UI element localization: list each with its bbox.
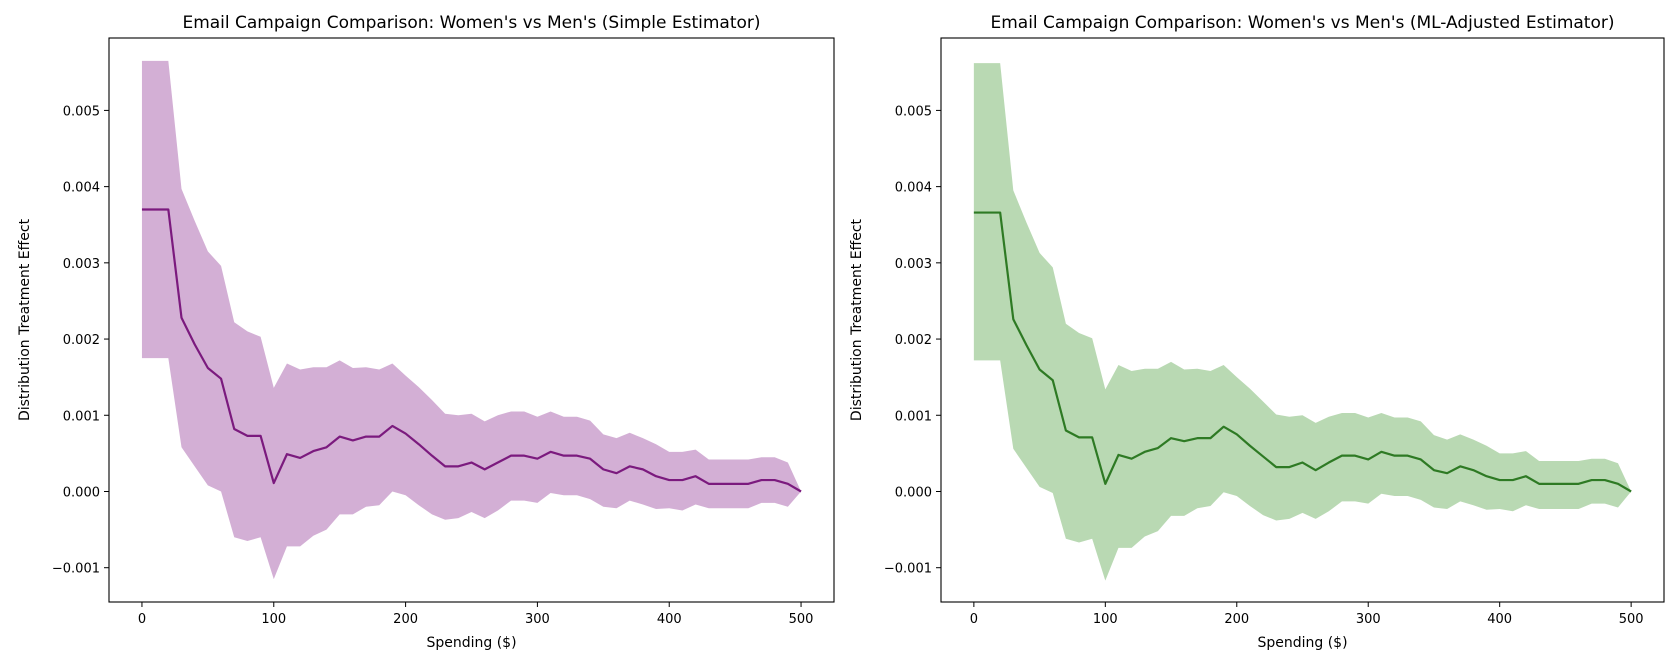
x-tick-label: 100 (1093, 612, 1118, 627)
plot-frame (108, 37, 835, 603)
y-tick-label: 0.005 (895, 104, 932, 119)
y-tick-label: −0.001 (52, 562, 100, 577)
x-axis-label: Spending ($) (1257, 635, 1347, 651)
x-tick-label: 500 (789, 612, 814, 627)
x-tick-label: 100 (261, 612, 286, 627)
chart-title: Email Campaign Comparison: Women's vs Me… (990, 13, 1614, 33)
chart-title: Email Campaign Comparison: Women's vs Me… (182, 13, 760, 33)
treatment-effect-line (141, 208, 802, 493)
x-tick-label: 400 (1487, 612, 1512, 627)
x-tick-label: 0 (138, 612, 146, 627)
panel-ml-adjusted-estimator: 0 100 200 300 400 500 −0.001 0.000 0.001 0.002 0.0… (849, 13, 1665, 651)
x-axis-label: Spending ($) (426, 635, 516, 651)
panel-simple-estimator: 0 100 200 300 400 500 −0.001 0.000 0.001 0.002 0.0… (17, 13, 835, 651)
y-tick-label: 0.003 (63, 257, 100, 272)
y-tick-label: 0.002 (895, 333, 932, 348)
y-tick-label: 0.004 (895, 181, 932, 196)
y-axis-label: Distribution Treatment Effect (17, 218, 33, 421)
y-tick-label: 0.000 (895, 485, 932, 500)
y-tick-label: 0.004 (63, 181, 100, 196)
y-tick-label: 0.001 (895, 409, 932, 424)
x-tick-label: 200 (393, 612, 418, 627)
y-tick-label: 0.000 (63, 485, 100, 500)
y-axis-label: Distribution Treatment Effect (849, 218, 865, 421)
x-tick-label: 300 (1356, 612, 1381, 627)
y-tick-label: 0.001 (63, 409, 100, 424)
plot-frame (940, 37, 1665, 603)
x-tick-label: 200 (1224, 612, 1249, 627)
y-tick-label: 0.005 (63, 104, 100, 119)
x-tick-label: 300 (525, 612, 550, 627)
y-tick-label: 0.002 (63, 333, 100, 348)
confidence-band (973, 63, 1632, 581)
y-tick-label: −0.001 (884, 562, 932, 577)
confidence-band (141, 60, 802, 580)
x-tick-label: 0 (970, 612, 978, 627)
y-tick-label: 0.003 (895, 257, 932, 272)
treatment-effect-line (973, 211, 1632, 493)
x-tick-label: 400 (657, 612, 682, 627)
x-tick-label: 500 (1619, 612, 1644, 627)
